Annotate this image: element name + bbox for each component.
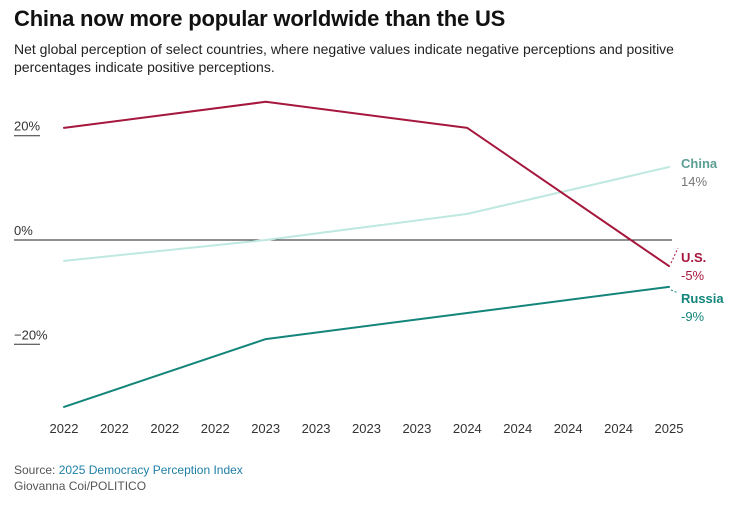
x-tick-label: 2022 [150, 421, 179, 436]
chart-subtitle: Net global perception of select countrie… [14, 41, 674, 75]
credit-line: Giovanna Coi/POLITICO [14, 479, 147, 493]
x-tick-label: 2022 [201, 421, 230, 436]
series-value-china: 14% [681, 174, 707, 189]
series-value-us: -5% [681, 268, 705, 283]
x-tick-label: 2024 [554, 421, 583, 436]
x-tick-label: 2024 [453, 421, 482, 436]
y-tick-label: 0% [14, 223, 33, 238]
series-label-china: China [681, 156, 718, 171]
line-chart: 20% 0% −20% 2022 2022 2022 2022 2023 2023 2023 202… [14, 100, 724, 436]
leader-line-russia [670, 289, 679, 294]
x-tick-label: 2023 [402, 421, 431, 436]
series-line-us [63, 100, 670, 268]
series-label-russia: Russia [681, 291, 724, 306]
x-tick-label: 2023 [352, 421, 381, 436]
leader-line-us [670, 247, 679, 264]
x-tick-label: 2022 [50, 421, 79, 436]
y-tick-label: −20% [14, 327, 48, 342]
x-tick-label: 2023 [251, 421, 280, 436]
x-tick-label: 2023 [302, 421, 331, 436]
x-tick-label: 2024 [503, 421, 532, 436]
chart-title: China now more popular worldwide than th… [14, 6, 506, 31]
series-line-china [63, 166, 670, 262]
source-line: Source: 2025 Democracy Perception Index [14, 462, 243, 478]
chart-footer: Source: 2025 Democracy Perception Index … [14, 462, 243, 494]
source-link[interactable]: 2025 Democracy Perception Index [58, 463, 243, 477]
x-tick-label: 2025 [655, 421, 684, 436]
series-label-us: U.S. [681, 250, 706, 265]
series-value-russia: -9% [681, 309, 705, 324]
x-tick-label: 2024 [604, 421, 633, 436]
y-tick-label: 20% [14, 119, 40, 134]
x-tick-label: 2022 [100, 421, 129, 436]
source-label: Source: [14, 463, 56, 477]
series-line-russia [63, 285, 670, 408]
